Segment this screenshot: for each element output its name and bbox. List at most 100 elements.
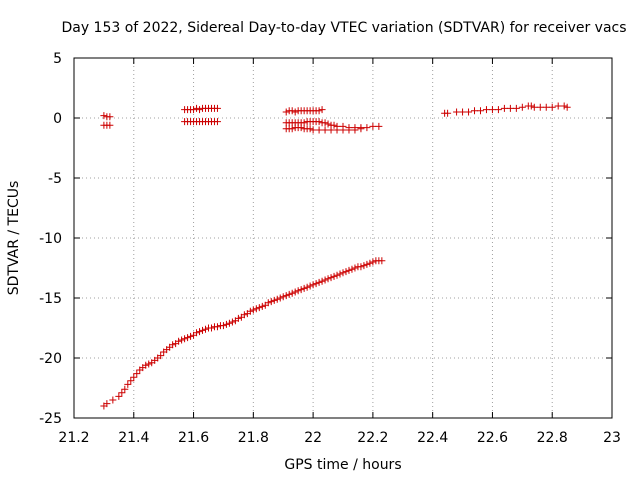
data-point: [375, 122, 383, 130]
data-point: [345, 266, 353, 274]
data-point: [222, 320, 230, 328]
data-point: [297, 286, 305, 294]
data-point: [255, 304, 263, 312]
data-point: [342, 268, 350, 276]
data-point: [363, 260, 371, 268]
data-point: [252, 305, 260, 313]
data-point: [315, 126, 323, 134]
data-point: [542, 103, 550, 111]
data-point: [279, 293, 287, 301]
plot-area-border: [73, 57, 613, 419]
x-tick-label: 21.2: [58, 430, 89, 446]
data-point: [285, 290, 293, 298]
data-point: [228, 318, 236, 326]
data-point: [288, 107, 296, 115]
data-point: [213, 118, 221, 126]
data-point: [306, 282, 314, 290]
data-point: [459, 108, 467, 116]
data-point: [196, 106, 204, 114]
x-tick-label: 22: [304, 430, 322, 446]
data-point: [106, 121, 114, 129]
data-point: [240, 311, 248, 319]
x-tick-label: 22.6: [477, 430, 508, 446]
data-point: [333, 126, 341, 134]
y-axis-ticks: 5 0 -5 -10 -15 -20 -25: [39, 51, 612, 427]
data-point: [482, 106, 490, 114]
data-point: [339, 126, 347, 134]
data-point: [327, 274, 335, 282]
data-point: [315, 107, 323, 115]
data-point: [273, 295, 281, 303]
data-point: [181, 335, 189, 343]
series-sat-c: [181, 104, 221, 114]
data-point: [357, 125, 365, 133]
data-point: [145, 360, 153, 368]
data-point: [327, 126, 335, 134]
data-point: [333, 271, 341, 279]
data-point: [444, 109, 452, 117]
y-axis-label: SDTVAR / TECUs: [6, 181, 22, 296]
data-point: [294, 287, 302, 295]
data-point: [527, 102, 535, 110]
data-point: [142, 361, 150, 369]
data-point: [169, 341, 177, 349]
x-tick-label: 21.6: [178, 430, 209, 446]
data-point: [563, 103, 571, 111]
data-point: [351, 264, 359, 272]
data-point: [488, 106, 496, 114]
data-point: [175, 337, 183, 345]
data-point: [318, 277, 326, 285]
x-axis-label: GPS time / hours: [284, 457, 401, 473]
data-point: [339, 269, 347, 277]
data-point: [184, 334, 192, 342]
data-point: [518, 103, 526, 111]
data-point: [321, 126, 329, 134]
x-tick-label: 21.8: [238, 430, 269, 446]
data-point: [330, 272, 338, 280]
data-point: [258, 302, 266, 310]
series-sat-e: [282, 106, 326, 116]
data-point: [315, 118, 323, 126]
data-point: [297, 124, 305, 132]
data-point: [246, 307, 254, 315]
data-point: [249, 306, 257, 314]
x-tick-label: 22.8: [537, 430, 568, 446]
data-point: [187, 332, 195, 340]
data-point: [300, 119, 308, 127]
series-sat-f: [282, 118, 383, 132]
data-point: [103, 400, 111, 408]
data-point: [360, 262, 368, 270]
data-point: [270, 296, 278, 304]
chart-title: Day 153 of 2022, Sidereal Day-to-day VTE…: [61, 20, 626, 36]
series-sat-i: [100, 257, 386, 410]
y-tick-label: -5: [48, 171, 62, 187]
data-point: [348, 265, 356, 273]
data-point: [324, 275, 332, 283]
data-point: [267, 298, 275, 306]
data-point: [560, 102, 568, 110]
data-point: [312, 280, 320, 288]
data-point: [500, 104, 508, 112]
data-point: [300, 284, 308, 292]
data-point: [321, 276, 329, 284]
data-points: [100, 102, 571, 410]
data-point: [554, 102, 562, 110]
y-tick-label: -10: [39, 231, 62, 247]
y-tick-label: -15: [39, 291, 62, 307]
data-point: [193, 104, 201, 112]
data-point: [465, 108, 473, 116]
data-point: [291, 288, 299, 296]
data-point: [202, 325, 210, 333]
data-point: [512, 104, 520, 112]
x-tick-label: 22.2: [357, 430, 388, 446]
data-point: [536, 103, 544, 111]
data-point: [288, 125, 296, 133]
y-tick-label: 5: [53, 51, 62, 67]
data-point: [213, 104, 221, 112]
data-point: [336, 270, 344, 278]
data-point: [196, 328, 204, 336]
data-point: [476, 107, 484, 115]
data-point: [357, 263, 365, 271]
data-point: [193, 329, 201, 337]
